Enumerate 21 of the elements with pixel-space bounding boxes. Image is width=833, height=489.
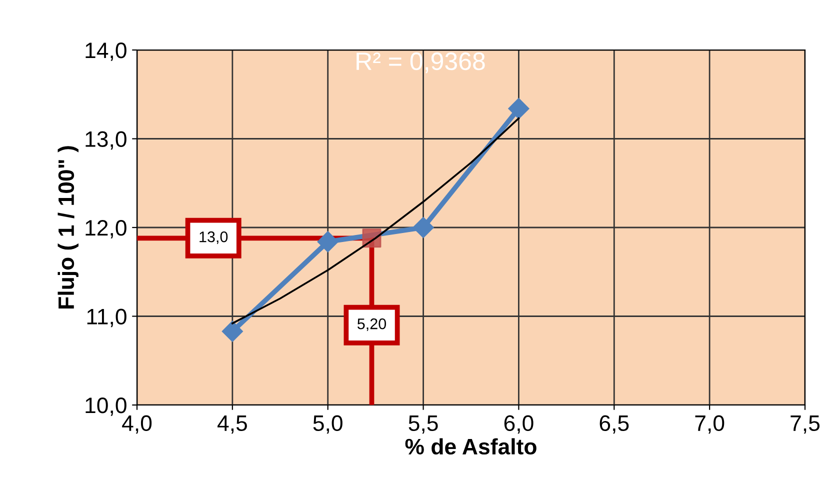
point [412, 216, 434, 238]
x-tick-label: 4,0 [122, 415, 152, 434]
point [508, 98, 530, 120]
y-axis-title: Flujo ( 1 / 100" ) [58, 146, 78, 308]
point [222, 320, 243, 342]
point [317, 231, 338, 252]
annotation: 13,0 [200, 231, 228, 244]
x-tick-label: 5,0 [313, 415, 342, 434]
y-tick-label: 11,0 [87, 308, 126, 328]
y-tick-label: 12,0 [86, 220, 126, 238]
annotation: 5,20 [358, 318, 386, 332]
x-tick-label: 6,5 [600, 415, 629, 434]
x-tick-label: 4,5 [217, 416, 247, 434]
x-tick-label: 6,0 [504, 415, 534, 434]
x-axis-title: % de Asfalto [405, 438, 536, 455]
y-tick-label: 13,0 [86, 131, 126, 150]
x-tick-label: 5,5 [408, 416, 438, 434]
x-tick-label: 7,0 [695, 415, 724, 434]
y-tick-label: 10,0 [86, 398, 126, 416]
y-tick-label: 14,0 [86, 42, 126, 61]
x-tick-label: 7,5 [790, 416, 820, 434]
